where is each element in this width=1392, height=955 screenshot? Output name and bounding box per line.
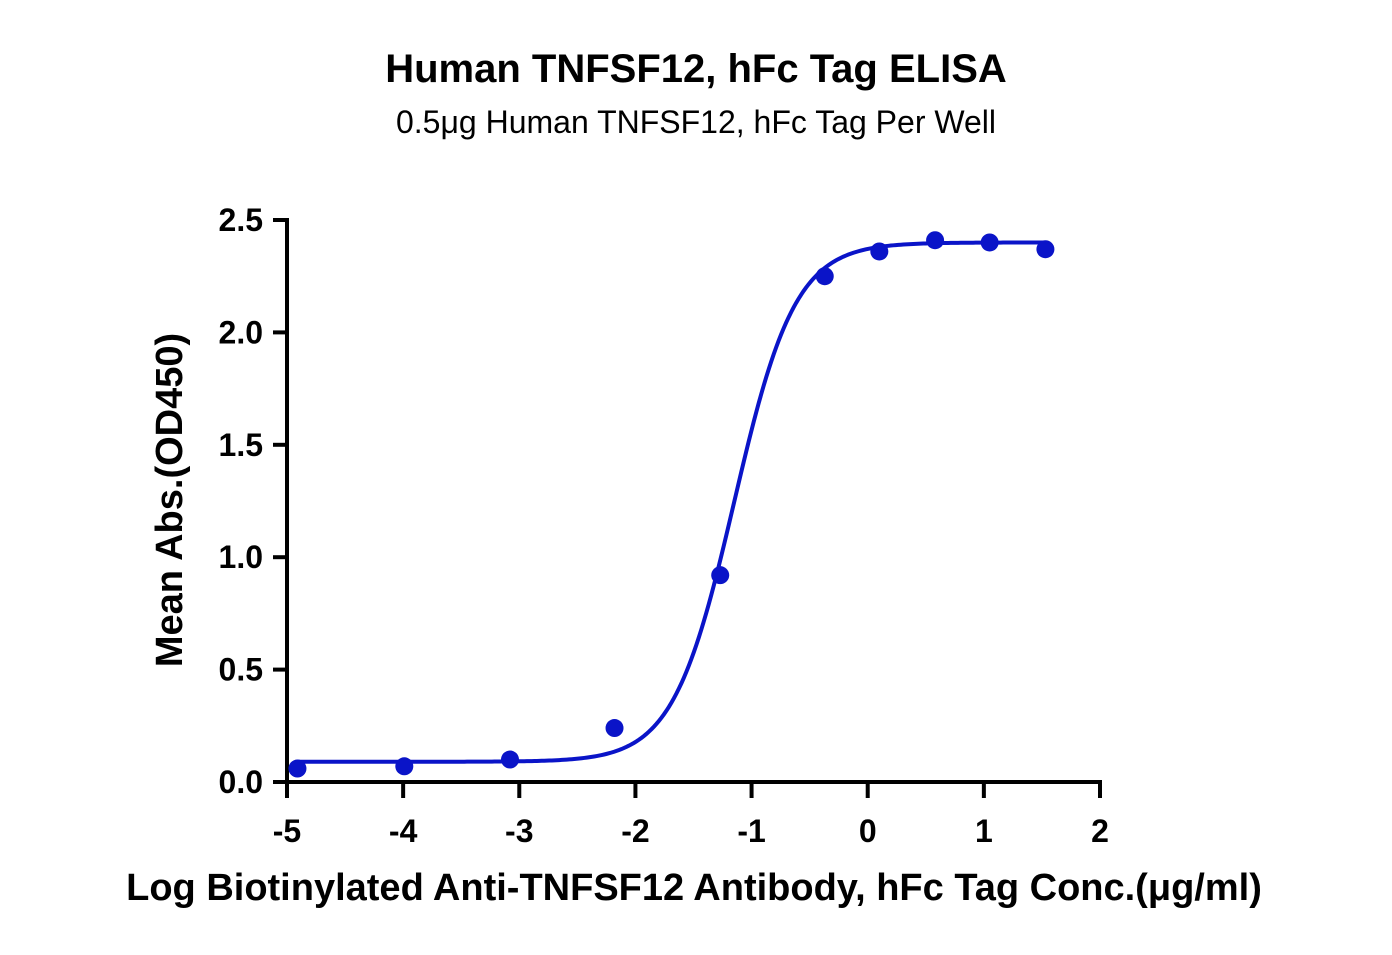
- x-tick-label: -3: [505, 813, 533, 849]
- x-axis-label: Log Biotinylated Anti-TNFSF12 Antibody, …: [126, 867, 1262, 909]
- data-point: [395, 757, 414, 776]
- y-tick-label: 2.5: [219, 202, 263, 238]
- x-tick-label: -1: [737, 813, 765, 849]
- data-point: [870, 242, 889, 261]
- x-tick-label: -2: [621, 813, 649, 849]
- y-tick-label: 1.0: [219, 539, 263, 575]
- y-tick-label: 1.5: [219, 427, 263, 463]
- data-point: [1036, 240, 1055, 259]
- data-point: [288, 759, 307, 778]
- data-point: [980, 233, 999, 252]
- chart-title: Human TNFSF12, hFc Tag ELISA: [385, 47, 1007, 91]
- data-point: [711, 566, 730, 585]
- fit-curve-layer: [297, 240, 1046, 764]
- x-tick-label: -4: [389, 813, 418, 849]
- y-tick-label: 0.0: [219, 764, 263, 800]
- x-tick-label: -5: [273, 813, 301, 849]
- data-points-layer: [288, 231, 1055, 778]
- data-point: [605, 719, 624, 738]
- data-point: [926, 231, 945, 250]
- x-tick-label: 2: [1091, 813, 1109, 849]
- fit-curve: [297, 240, 1046, 764]
- y-tick-label: 2.0: [219, 314, 263, 350]
- data-point: [815, 267, 834, 286]
- data-point: [500, 750, 519, 769]
- x-tick-label: 1: [975, 813, 993, 849]
- chart-subtitle: 0.5μg Human TNFSF12, hFc Tag Per Well: [396, 104, 996, 140]
- y-tick-label: 0.5: [219, 652, 263, 688]
- x-axis: -5 -4 -3 -2 -1 0 1 2: [273, 780, 1109, 849]
- y-axis: 0.0 0.5 1.0 1.5 2.0 2.5: [219, 202, 289, 800]
- x-tick-label: 0: [859, 813, 877, 849]
- y-axis-label: Mean Abs.(OD450): [149, 333, 191, 667]
